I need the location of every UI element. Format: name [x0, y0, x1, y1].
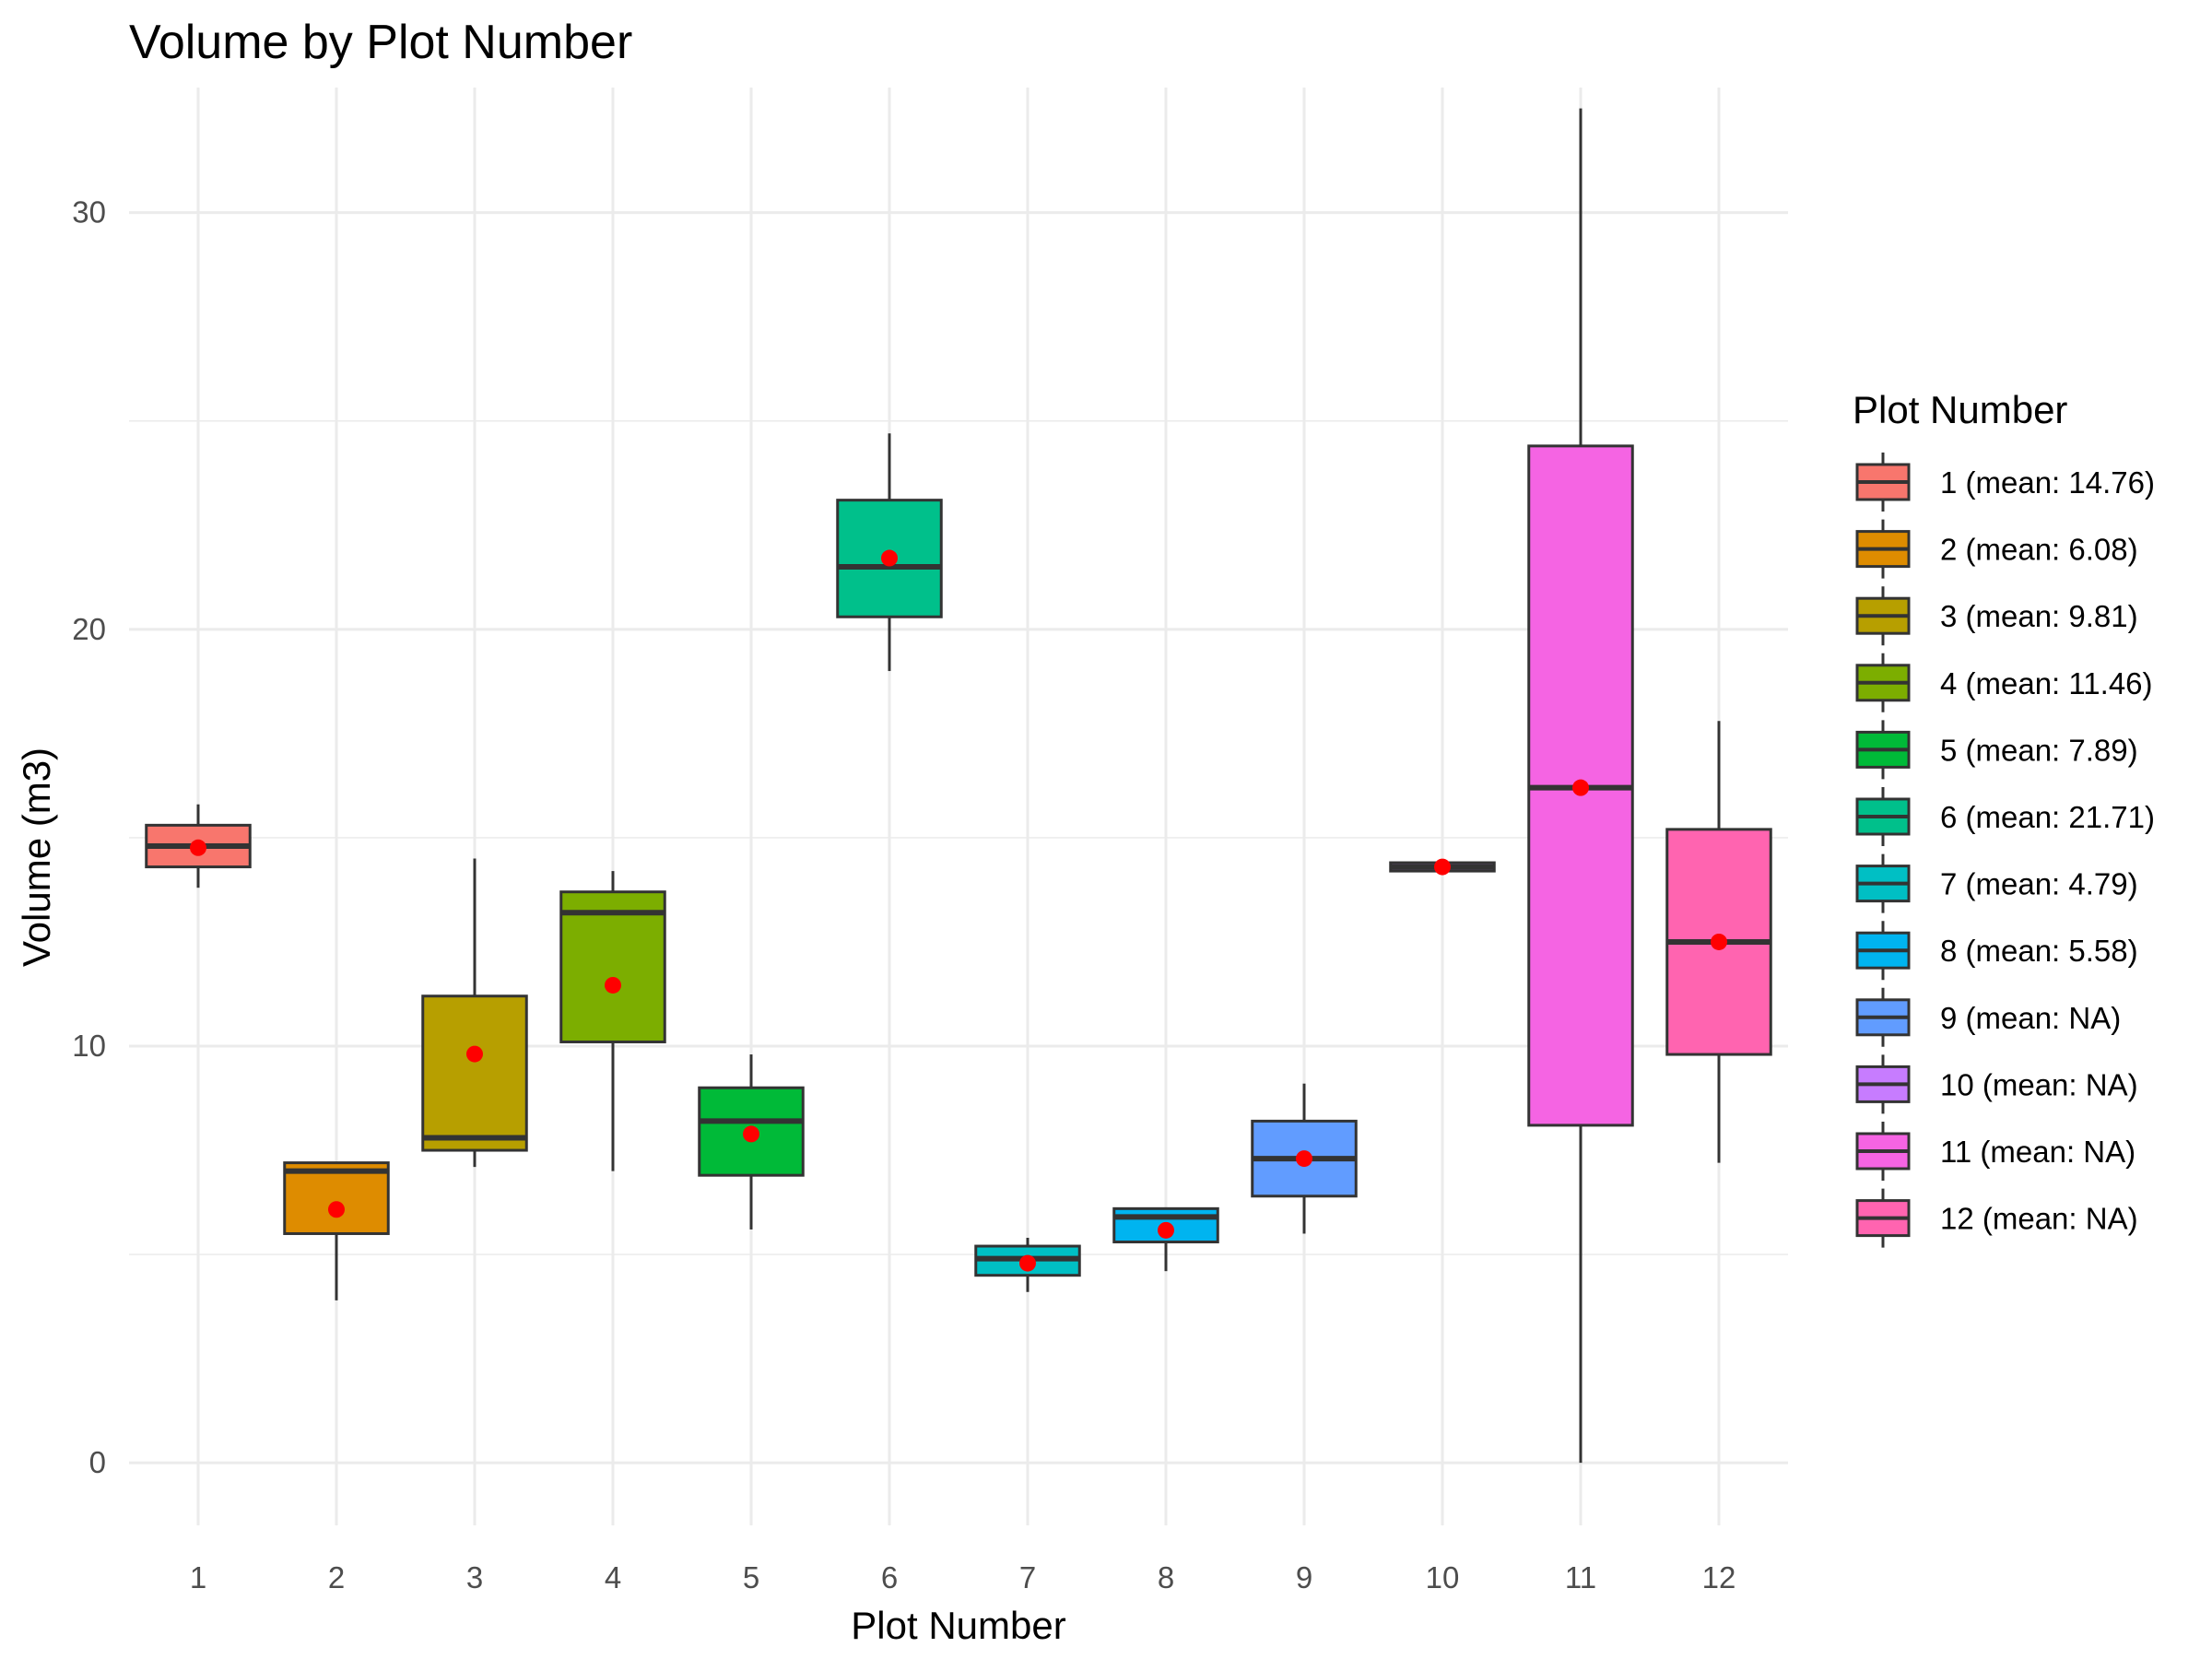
box-plot-10 — [1389, 858, 1496, 876]
box-plot-3 — [421, 858, 528, 1168]
legend-item: 11 (mean: NA) — [1855, 1122, 2136, 1181]
mean-point — [1158, 1221, 1174, 1239]
x-tick-label: 7 — [1019, 1560, 1036, 1594]
legend-label: 8 (mean: 5.58) — [1940, 934, 2138, 968]
x-tick-label: 9 — [1296, 1560, 1312, 1594]
legend: Plot Number 1 (mean: 14.76) 2 (mean: 6.08… — [1853, 388, 2155, 1248]
box-plot-1 — [145, 804, 252, 888]
x-tick-label: 12 — [1702, 1560, 1736, 1594]
legend-item: 10 (mean: NA) — [1855, 1054, 2138, 1114]
mean-point — [1296, 1150, 1312, 1168]
x-tick-label: 8 — [1158, 1560, 1174, 1594]
mean-point — [466, 1045, 483, 1063]
mean-point — [1434, 858, 1451, 876]
box-plot-5 — [698, 1054, 805, 1230]
mean-point — [1572, 779, 1589, 796]
legend-label: 4 (mean: 11.46) — [1940, 666, 2153, 700]
legend-item: 12 (mean: NA) — [1855, 1188, 2138, 1248]
x-tick-label: 6 — [881, 1560, 898, 1594]
legend-label: 11 (mean: NA) — [1940, 1135, 2136, 1169]
x-tick-label: 4 — [605, 1560, 621, 1594]
x-axis-title: Plot Number — [851, 1604, 1065, 1647]
legend-item: 8 (mean: 5.58) — [1855, 921, 2138, 981]
x-tick-label: 2 — [328, 1560, 345, 1594]
mean-point — [881, 549, 898, 567]
x-tick-label: 10 — [1426, 1560, 1460, 1594]
legend-label: 2 (mean: 6.08) — [1940, 533, 2138, 567]
legend-label: 10 (mean: NA) — [1940, 1067, 2138, 1101]
box-plot-8 — [1112, 1206, 1219, 1272]
legend-item: 6 (mean: 21.71) — [1855, 787, 2155, 846]
y-tick-label: 0 — [89, 1445, 106, 1479]
x-tick-label: 3 — [466, 1560, 483, 1594]
box-plot-12 — [1665, 721, 1772, 1163]
y-tick-label: 10 — [72, 1029, 106, 1063]
y-axis-title: Volume (m3) — [15, 747, 58, 967]
y-tick-labels: 0 10 20 30 — [72, 195, 106, 1480]
mean-point — [1019, 1254, 1036, 1272]
x-tick-label: 5 — [743, 1560, 759, 1594]
box-plot-7 — [974, 1238, 1081, 1292]
legend-label: 12 (mean: NA) — [1940, 1202, 2138, 1236]
box-plot-11 — [1527, 108, 1634, 1464]
x-tick-label: 11 — [1565, 1560, 1596, 1594]
legend-label: 3 (mean: 9.81) — [1940, 599, 2138, 633]
legend-item: 1 (mean: 14.76) — [1855, 453, 2155, 512]
box-plot-4 — [559, 871, 666, 1171]
y-tick-label: 30 — [72, 195, 106, 229]
boxes — [145, 108, 1772, 1464]
mean-point — [605, 976, 621, 994]
box — [283, 1161, 390, 1235]
legend-item: 3 (mean: 9.81) — [1855, 586, 2138, 646]
box-plot-9 — [1251, 1083, 1358, 1234]
y-tick-label: 20 — [72, 612, 106, 646]
legend-label: 5 (mean: 7.89) — [1940, 733, 2138, 767]
legend-title: Plot Number — [1853, 388, 2067, 431]
box — [421, 994, 528, 1152]
legend-item: 7 (mean: 4.79) — [1855, 853, 2138, 913]
legend-label: 9 (mean: NA) — [1940, 1001, 2121, 1035]
legend-label: 1 (mean: 14.76) — [1940, 465, 2155, 500]
mean-point — [328, 1201, 345, 1218]
x-tick-label: 1 — [190, 1560, 206, 1594]
legend-item: 5 (mean: 7.89) — [1855, 720, 2138, 780]
legend-label: 7 (mean: 4.79) — [1940, 867, 2138, 901]
mean-point — [743, 1125, 759, 1143]
box-plot-6 — [836, 433, 943, 672]
box-plot-2 — [283, 1161, 390, 1300]
mean-point — [190, 839, 206, 856]
box — [559, 890, 666, 1043]
legend-item: 9 (mean: NA) — [1855, 987, 2121, 1047]
legend-label: 6 (mean: 21.71) — [1940, 800, 2155, 834]
legend-keys: 1 (mean: 14.76) 2 (mean: 6.08) 3 (mean: 9.… — [1855, 453, 2155, 1248]
legend-item: 4 (mean: 11.46) — [1855, 653, 2153, 712]
x-tick-labels: 1 2 3 4 5 6 7 8 9 10 11 12 — [190, 1560, 1736, 1594]
mean-point — [1711, 933, 1727, 950]
chart-title: Volume by Plot Number — [129, 16, 632, 69]
legend-item: 2 (mean: 6.08) — [1855, 519, 2138, 579]
